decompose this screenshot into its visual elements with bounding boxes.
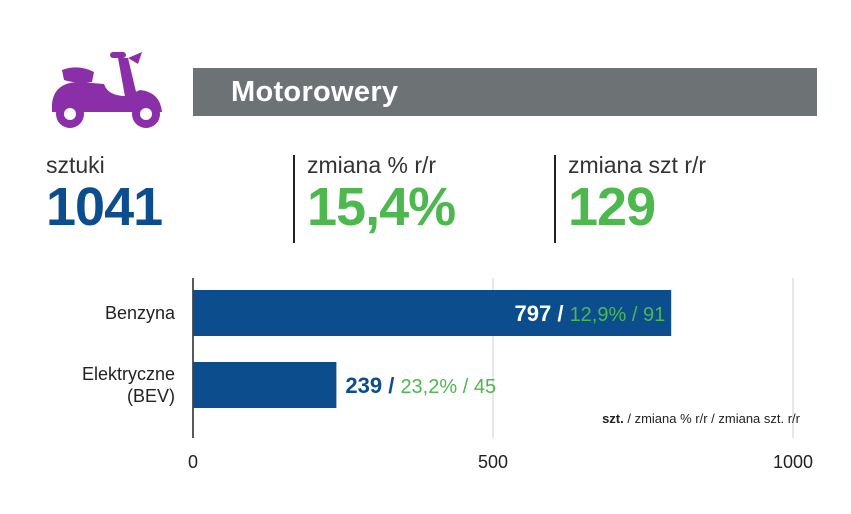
stat-unit-change: zmiana szt r/r 129 [568, 152, 706, 237]
x-tick-label: 0 [188, 452, 198, 472]
stat-divider [293, 155, 295, 243]
stat-divider [554, 155, 556, 243]
stat-count-label: sztuki [46, 152, 105, 178]
stat-count-value: 1041 [46, 177, 163, 237]
stat-pct-change: zmiana % r/r 15,4% [307, 152, 456, 237]
stat-diff-label: zmiana szt r/r [568, 152, 707, 178]
bar-0 [193, 290, 672, 336]
stat-pct-value: 15,4% [307, 177, 456, 237]
scooter-icon [52, 52, 162, 128]
category-label: Benzyna [105, 303, 176, 323]
x-tick-label: 1000 [773, 452, 813, 472]
page-title: Motorowery [231, 76, 399, 108]
legend: szt. / zmiana % r/r / zmiana szt. r/r [602, 411, 801, 426]
stat-count: sztuki 1041 [46, 152, 163, 237]
stat-diff-value: 129 [568, 177, 656, 237]
category-label: Elektryczne (BEV) [82, 364, 175, 406]
x-tick-label: 500 [478, 452, 508, 472]
header-bar: Motorowery [193, 68, 817, 116]
data-label: 797 / 12,9% / 91 [515, 301, 666, 326]
stat-pct-label: zmiana % r/r [307, 152, 437, 178]
bar-1 [193, 362, 337, 408]
data-label: 239 / 23,2% / 45 [345, 373, 496, 398]
